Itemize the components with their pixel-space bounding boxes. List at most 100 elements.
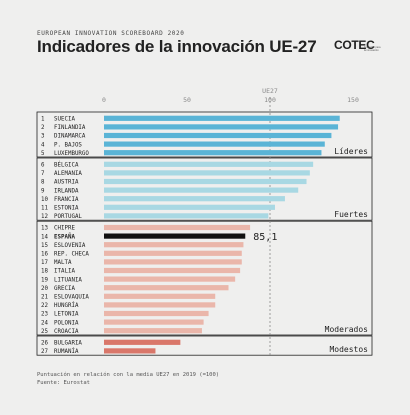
rank-label: 15 [41,243,48,249]
rank-label: 27 [41,349,48,355]
bar [104,178,307,185]
group-box [36,335,373,356]
bar [104,267,241,274]
bar [104,141,325,147]
rank-label: 12 [41,214,48,220]
bar [104,224,251,231]
rank-label: 1 [41,117,45,123]
bar [104,285,229,291]
group-box [36,157,373,221]
bar [104,339,181,345]
country-label: FINLANDIA [54,125,86,131]
logo-subtext: fundación para la innovación [364,46,381,52]
bar [104,348,156,354]
rank-label: 22 [41,303,48,309]
rank-label: 13 [41,226,48,232]
rank-label: 26 [41,341,48,347]
country-label: P. BAJOS [54,142,82,148]
bar [104,150,322,156]
bar [104,187,299,193]
group-label: Modestos [329,345,368,354]
footer-note: Puntuación en relación con la media UE27… [37,372,220,378]
rank-label: 19 [41,277,48,283]
country-label: AUSTRIA [54,180,79,186]
x-tick-label: 50 [183,96,191,104]
country-label: PORTUGAL [54,214,82,220]
rank-label: 23 [41,312,48,318]
country-label: LETONIA [54,312,79,318]
chart-supertitle: EUROPEAN INNOVATION SCOREBOARD 2020 [37,30,185,37]
rank-label: 3 [41,134,45,140]
bar [104,213,269,219]
country-label: SUECIA [54,117,75,123]
group-box [36,220,373,336]
rank-label: 25 [41,329,48,335]
x-tick-label: 100 [264,96,276,104]
country-label: ESPAÑA [54,233,75,240]
country-label: ESTONIA [54,206,79,212]
country-label: ALEMANIA [54,171,82,177]
country-label: LITUANIA [54,277,82,283]
rank-label: 9 [41,188,45,194]
country-label: GRECIA [54,286,75,292]
bar [104,302,216,308]
country-label: CROACIA [54,329,79,335]
bar [104,250,242,256]
country-label: IRLANDA [54,188,79,194]
bar [104,115,340,121]
bar [104,310,209,317]
country-label: BULGARIA [54,341,82,347]
rank-label: 20 [41,286,48,292]
bar [104,124,339,130]
rank-label: 8 [41,180,45,186]
country-label: REP. CHECA [54,252,89,258]
rank-label: 14 [41,234,48,240]
footer-source: Fuente: Eurostat [37,379,90,386]
bar [104,276,236,282]
country-label: ESLOVENIA [54,243,86,249]
country-label: DINAMARCA [54,134,86,140]
cotec-logo: COTEC fundación para la innovación [334,36,381,56]
country-label: RUMANÍA [54,347,79,355]
x-tick-label: 0 [102,96,106,104]
group-label: Moderados [325,325,369,334]
bar [104,196,285,202]
chart-title: Indicadores de la innovación UE-27 [37,37,317,56]
country-label: ITALIA [54,269,75,275]
bar [104,328,202,334]
country-label: ESLOVAQUIA [54,295,89,301]
rank-label: 10 [41,197,48,203]
country-label: MALTA [54,260,72,266]
bar [104,170,310,176]
group-label: Fuertes [334,210,368,219]
country-label: CHIPRE [54,226,75,232]
group-box [36,111,373,158]
country-label: HUNGRÍA [54,301,79,309]
rank-label: 7 [41,171,45,177]
rank-label: 4 [41,142,45,148]
highlight-value-label: 85,1 [253,232,277,243]
rank-label: 24 [41,320,48,326]
chart-footer: Puntuación en relación con la media UE27… [37,372,219,387]
bar [104,132,332,139]
bar [104,204,275,210]
rank-label: 5 [41,151,45,157]
rank-label: 21 [41,295,48,301]
country-label: POLONIA [54,320,79,326]
bar [104,259,242,265]
group-label: Líderes [334,147,368,156]
country-label: LUXEMBURGO [54,151,89,157]
bar [104,242,244,248]
country-label: BÉLGICA [54,161,79,169]
bar [104,233,246,239]
rank-label: 6 [41,163,45,169]
rank-label: 18 [41,269,48,275]
reference-label: UE27 [262,87,278,95]
rank-label: 16 [41,252,48,258]
bar [104,161,314,167]
bar [104,319,204,325]
x-tick-label: 150 [347,96,359,104]
rank-label: 11 [41,206,48,212]
bar [104,293,216,299]
